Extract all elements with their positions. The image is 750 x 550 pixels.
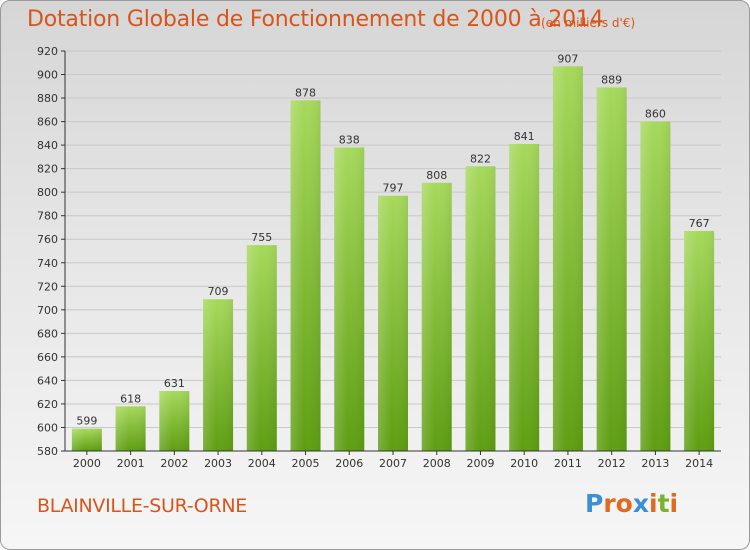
logo-letter: P bbox=[585, 489, 604, 518]
data-label: 709 bbox=[208, 285, 229, 298]
y-tick-label: 640 bbox=[37, 374, 58, 387]
x-tick-label: 2000 bbox=[73, 457, 101, 470]
logo-letter: i bbox=[669, 489, 679, 518]
bar-shine bbox=[246, 245, 277, 451]
bar-shine bbox=[334, 147, 365, 451]
data-label: 797 bbox=[383, 182, 404, 195]
data-label: 860 bbox=[645, 108, 666, 121]
y-tick-label: 680 bbox=[37, 327, 58, 340]
x-tick-label: 2013 bbox=[641, 457, 669, 470]
proxiti-logo: Proxiti bbox=[585, 489, 678, 518]
x-tick-label: 2005 bbox=[292, 457, 320, 470]
data-label: 889 bbox=[601, 73, 622, 86]
bar-shine bbox=[203, 299, 234, 451]
logo-letter: r bbox=[603, 489, 616, 518]
x-tick-label: 2014 bbox=[685, 457, 713, 470]
bar-shine bbox=[509, 143, 540, 452]
x-tick-label: 2002 bbox=[160, 457, 188, 470]
data-label: 841 bbox=[514, 130, 535, 143]
y-tick-label: 820 bbox=[37, 163, 58, 176]
x-tick-label: 2003 bbox=[204, 457, 232, 470]
data-label: 618 bbox=[120, 392, 141, 405]
y-tick-label: 600 bbox=[37, 421, 58, 434]
data-label: 822 bbox=[470, 152, 491, 165]
x-tick-label: 2007 bbox=[379, 457, 407, 470]
data-label: 631 bbox=[164, 377, 185, 390]
data-label: 755 bbox=[251, 231, 272, 244]
y-tick-label: 780 bbox=[37, 210, 58, 223]
x-tick-label: 2010 bbox=[510, 457, 538, 470]
bar-shine bbox=[552, 66, 583, 451]
chart-unit-label: (en milliers d'€) bbox=[541, 16, 636, 30]
bar-shine bbox=[421, 182, 452, 451]
logo-letter: x bbox=[632, 489, 649, 518]
y-tick-label: 660 bbox=[37, 351, 58, 364]
y-tick-label: 900 bbox=[37, 69, 58, 82]
logo-letter: t bbox=[657, 489, 670, 518]
x-tick-label: 2012 bbox=[598, 457, 626, 470]
y-tick-label: 860 bbox=[37, 116, 58, 129]
bar-shine bbox=[684, 231, 715, 451]
y-tick-label: 800 bbox=[37, 186, 58, 199]
data-label: 907 bbox=[557, 52, 578, 65]
x-tick-label: 2006 bbox=[335, 457, 363, 470]
data-label: 767 bbox=[689, 217, 710, 230]
commune-name: BLAINVILLE-SUR-ORNE bbox=[37, 495, 247, 517]
x-tick-label: 2009 bbox=[466, 457, 494, 470]
y-tick-label: 840 bbox=[37, 139, 58, 152]
y-tick-label: 720 bbox=[37, 280, 58, 293]
bar-shine bbox=[378, 195, 408, 451]
bar-shine bbox=[640, 121, 671, 452]
y-tick-label: 880 bbox=[37, 92, 58, 105]
y-tick-label: 920 bbox=[37, 45, 58, 58]
y-tick-label: 740 bbox=[37, 257, 58, 270]
bar-shine bbox=[71, 428, 102, 451]
data-label: 599 bbox=[76, 415, 97, 428]
chart-title: Dotation Globale de Fonctionnement de 20… bbox=[27, 7, 604, 32]
bar-shine bbox=[159, 391, 190, 451]
x-tick-label: 2001 bbox=[117, 457, 145, 470]
data-label: 838 bbox=[339, 133, 360, 146]
logo-letter: o bbox=[615, 489, 633, 518]
bar-shine bbox=[290, 100, 321, 451]
data-label: 878 bbox=[295, 86, 316, 99]
bar-shine bbox=[596, 87, 627, 452]
y-tick-label: 620 bbox=[37, 398, 58, 411]
data-label: 808 bbox=[426, 169, 447, 182]
y-tick-label: 760 bbox=[37, 233, 58, 246]
bar-shine bbox=[115, 406, 146, 451]
logo-letter: i bbox=[649, 489, 658, 518]
bar-shine bbox=[465, 166, 496, 451]
y-tick-label: 580 bbox=[37, 445, 58, 458]
y-tick-label: 700 bbox=[37, 304, 58, 317]
x-tick-label: 2011 bbox=[554, 457, 582, 470]
x-tick-label: 2004 bbox=[248, 457, 276, 470]
x-tick-label: 2008 bbox=[423, 457, 451, 470]
